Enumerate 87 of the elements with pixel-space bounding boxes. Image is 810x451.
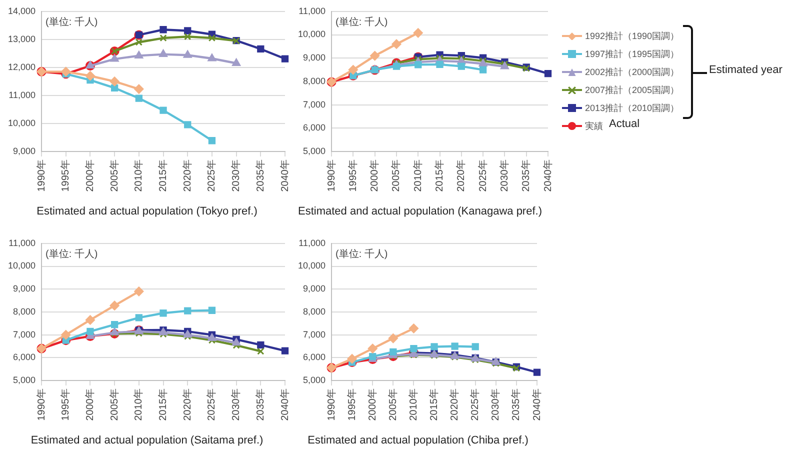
x-tick-label: 2015年 [157, 160, 170, 192]
x-tick-label: 2010年 [412, 160, 424, 192]
y-tick-label: 11,000 [8, 90, 36, 100]
legend-label: 2002推計（2000国調） [585, 66, 680, 79]
legend-label: 1992推計（1990国調） [585, 30, 680, 43]
legend-label: 実績 [585, 120, 603, 133]
x-tick-label: 2025年 [206, 388, 218, 421]
x-tick-label: 2020年 [448, 388, 461, 421]
y-tick-label: 6,000 [302, 122, 326, 133]
y-tick-label: 10,000 [8, 118, 36, 128]
y-tick-label: 8,000 [302, 306, 326, 316]
legend-label: 1997推計（1995国調） [585, 48, 680, 61]
y-tick-label: 9,000 [302, 284, 326, 294]
y-tick-label: 5,000 [302, 375, 326, 386]
text: Estimated year [709, 64, 782, 76]
x-tick-label: 2015年 [428, 388, 440, 421]
y-tick-label: 5,000 [302, 146, 326, 156]
x-tick-label: 1990年 [325, 160, 338, 192]
legend-label: 2013推計（2010国調） [585, 102, 680, 115]
x-tick-label: 2025年 [476, 160, 489, 192]
x-tick-label: 2025年 [206, 160, 218, 192]
x-tick-label: 2010年 [132, 160, 145, 192]
y-tick-label: 11,000 [298, 238, 326, 248]
x-tick-label: 2020年 [181, 388, 194, 421]
y-tick-label: 8,000 [12, 306, 36, 316]
x-tick-label: 2010年 [132, 388, 145, 421]
y-tick-label: 13,000 [8, 34, 36, 44]
x-tick-label: 2040年 [278, 160, 291, 192]
y-tick-label: 14,000 [8, 6, 36, 16]
x-tick-label: 2035年 [510, 388, 522, 421]
x-tick-label: 2035年 [254, 160, 266, 192]
x-tick-label: 1990年 [35, 388, 48, 421]
x-tick-label: 2000年 [366, 388, 378, 421]
x-tick-label: 2015年 [157, 388, 170, 421]
y-tick-label: 7,000 [12, 329, 36, 340]
x-tick-label: 2040年 [530, 388, 543, 421]
y-tick-label: 10,000 [298, 260, 326, 271]
y-tick-label: 9,000 [12, 284, 36, 294]
annotation: (単位: 千人) [336, 16, 388, 28]
x-tick-label: 2020年 [181, 160, 194, 192]
x-tick-label: 2040年 [278, 388, 291, 421]
legend-label: 2007推計（2005国調） [585, 84, 680, 97]
x-tick-label: 1995年 [346, 388, 358, 421]
x-tick-label: 2000年 [84, 388, 96, 421]
y-tick-label: 7,000 [302, 99, 326, 110]
x-tick-label: 2030年 [230, 388, 242, 421]
y-tick-label: 7,000 [302, 329, 326, 340]
x-tick-label: 2030年 [230, 160, 242, 192]
annotation: (単位: 千人) [336, 248, 388, 260]
y-tick-label: 10,000 [298, 29, 326, 40]
x-tick-label: 2040年 [542, 160, 554, 192]
x-tick-label: 1995年 [60, 388, 72, 421]
y-tick-label: 8,000 [302, 76, 326, 86]
x-tick-label: 2000年 [368, 160, 381, 192]
y-tick-label: 9,000 [12, 146, 36, 156]
y-tick-label: 10,000 [8, 260, 36, 271]
y-tick-label: 12,000 [8, 62, 36, 72]
text: Actual [609, 118, 640, 130]
x-tick-label: 2035年 [520, 160, 532, 192]
x-tick-label: 2000年 [84, 160, 96, 192]
x-tick-label: 2005年 [108, 160, 120, 192]
text: Estimated and actual population (Tokyo pref.) [36, 205, 258, 218]
x-tick-label: 2035年 [254, 388, 266, 421]
x-tick-label: 2030年 [498, 160, 510, 192]
x-tick-label: 2005年 [390, 160, 402, 192]
y-tick-label: 11,000 [8, 238, 36, 248]
text: Estimated and actual population (Saitama pref.) [30, 434, 264, 446]
x-tick-label: 2030年 [490, 388, 502, 421]
text: Estimated and actual population (Chiba pref.) [308, 434, 528, 446]
x-tick-label: 1995年 [346, 160, 359, 192]
annotation: (単位: 千人) [46, 248, 98, 260]
x-tick-label: 1990年 [35, 160, 48, 192]
x-tick-label: 1990年 [325, 388, 338, 421]
x-tick-label: 2005年 [108, 388, 120, 421]
annotation: (単位: 千人) [46, 16, 98, 28]
x-tick-label: 2025年 [469, 388, 482, 421]
x-tick-label: 1995年 [60, 160, 72, 192]
y-tick-label: 9,000 [302, 52, 326, 63]
y-tick-label: 5,000 [12, 375, 36, 386]
x-tick-label: 2020年 [455, 160, 468, 192]
text: Estimated and actual population (Kanagawa pref.) [298, 205, 542, 218]
y-tick-label: 11,000 [298, 6, 326, 16]
x-tick-label: 2010年 [407, 388, 420, 421]
y-tick-label: 6,000 [302, 352, 326, 362]
y-tick-label: 6,000 [12, 352, 36, 362]
x-tick-label: 2015年 [434, 160, 446, 192]
x-tick-label: 2005年 [386, 388, 399, 421]
